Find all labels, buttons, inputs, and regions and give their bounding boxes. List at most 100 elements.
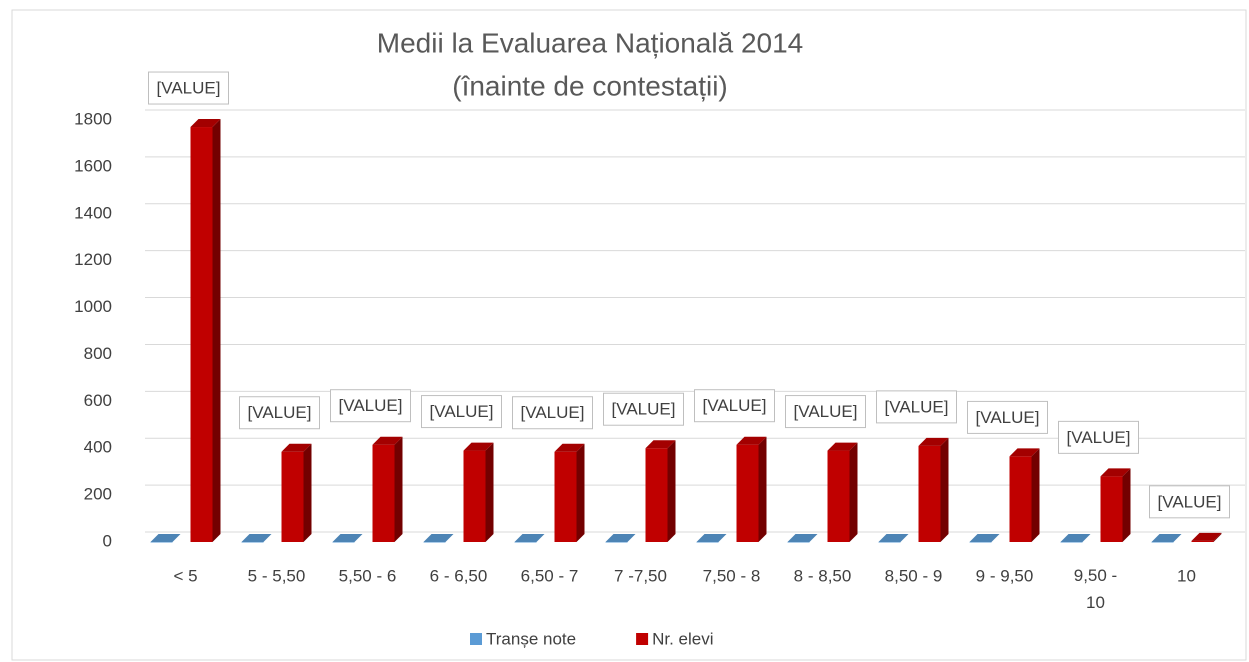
x-tick-label: 7 -7,50 <box>614 566 667 585</box>
data-label-box <box>148 71 229 105</box>
y-tick-label: 600 <box>84 391 112 410</box>
data-label: [VALUE] <box>1067 428 1131 447</box>
data-label: [VALUE] <box>794 402 858 421</box>
bar-top <box>827 442 858 451</box>
bar <box>554 451 577 542</box>
data-label: [VALUE] <box>703 396 767 415</box>
bar-top <box>372 436 403 445</box>
y-tick-label: 1200 <box>74 250 112 269</box>
bar-top <box>918 437 949 446</box>
x-tick-label: 9,50 -10 <box>1074 566 1117 612</box>
x-tick-label: 8 - 8,50 <box>794 566 852 585</box>
y-tick-label: 0 <box>103 531 112 550</box>
data-label: [VALUE] <box>612 400 676 419</box>
x-tick-label: 6 - 6,50 <box>430 566 488 585</box>
bar <box>1009 456 1032 542</box>
data-label-box <box>603 392 684 426</box>
bar <box>787 542 810 543</box>
bar <box>1060 542 1083 543</box>
bar <box>372 444 395 542</box>
bar-top <box>150 534 181 542</box>
chart-subtitle: (înainte de contestații) <box>452 70 728 101</box>
bar <box>1191 540 1214 542</box>
y-tick-label: 1000 <box>74 297 112 316</box>
bar-side <box>485 442 494 542</box>
x-tick-label: 8,50 - 9 <box>885 566 943 585</box>
bar-top <box>605 534 636 542</box>
data-label-box <box>876 390 957 424</box>
bar-top <box>554 443 585 452</box>
data-label: [VALUE] <box>1158 492 1222 511</box>
bar-side <box>1122 468 1131 542</box>
x-tick-label: 5,50 - 6 <box>339 566 397 585</box>
data-label-box <box>512 396 593 430</box>
y-tick-label: 400 <box>84 438 112 457</box>
bar <box>1100 476 1123 542</box>
data-label-box <box>421 395 502 429</box>
bar-top <box>1060 534 1091 542</box>
bar <box>190 127 213 543</box>
bar-side <box>212 119 221 543</box>
data-label: [VALUE] <box>885 397 949 416</box>
bar-top <box>463 442 494 451</box>
bar-top <box>281 443 312 452</box>
bar-top <box>332 534 363 542</box>
bar <box>878 542 901 543</box>
bar-top <box>1100 468 1131 477</box>
bar-side <box>394 436 403 542</box>
data-label-box <box>239 396 320 430</box>
data-label-box <box>694 389 775 423</box>
bar-top <box>1151 534 1182 542</box>
legend-label: Nr. elevi <box>652 629 713 648</box>
bar-top <box>878 534 909 542</box>
bar-side <box>758 436 767 542</box>
data-label: [VALUE] <box>339 396 403 415</box>
bar <box>281 451 304 542</box>
bar <box>605 542 628 543</box>
bar <box>423 542 446 543</box>
legend-label: Tranșe note <box>486 629 576 648</box>
data-label: [VALUE] <box>430 402 494 421</box>
bar-top <box>736 436 767 445</box>
data-label: [VALUE] <box>157 79 221 98</box>
y-tick-label: 1400 <box>74 203 112 222</box>
bar <box>332 542 355 543</box>
bar-side <box>849 442 858 542</box>
data-label-box <box>330 389 411 423</box>
bar <box>696 542 719 543</box>
bar <box>969 542 992 543</box>
bar-top <box>190 119 221 128</box>
bar-top <box>787 534 818 542</box>
data-label-box <box>1058 420 1139 454</box>
x-tick-label: 5 - 5,50 <box>248 566 306 585</box>
bar <box>1151 542 1174 543</box>
bar <box>463 450 486 542</box>
bar-side <box>940 437 949 542</box>
bar-top <box>241 534 272 542</box>
bar-side <box>1213 532 1222 542</box>
bar <box>827 450 850 542</box>
x-tick-label: 10 <box>1177 566 1196 585</box>
bar-top <box>514 534 545 542</box>
y-tick-label: 1600 <box>74 156 112 175</box>
legend-swatch <box>636 633 649 645</box>
bar-side <box>303 443 312 542</box>
bar <box>150 542 173 543</box>
bar-side <box>1031 448 1040 542</box>
bar <box>736 444 759 542</box>
data-label: [VALUE] <box>248 403 312 422</box>
bar-top <box>423 534 454 542</box>
y-tick-label: 200 <box>84 485 112 504</box>
bar <box>645 448 668 542</box>
bar-top <box>1191 532 1222 541</box>
bar <box>514 542 537 543</box>
bar <box>918 445 941 542</box>
y-tick-label: 800 <box>84 344 112 363</box>
data-label-box <box>967 400 1048 434</box>
legend-swatch <box>470 633 482 645</box>
data-label: [VALUE] <box>521 403 585 422</box>
bar-side <box>576 443 585 542</box>
x-tick-label: 7,50 - 8 <box>703 566 761 585</box>
chart-title: Medii la Evaluarea Națională 2014 <box>377 27 804 58</box>
